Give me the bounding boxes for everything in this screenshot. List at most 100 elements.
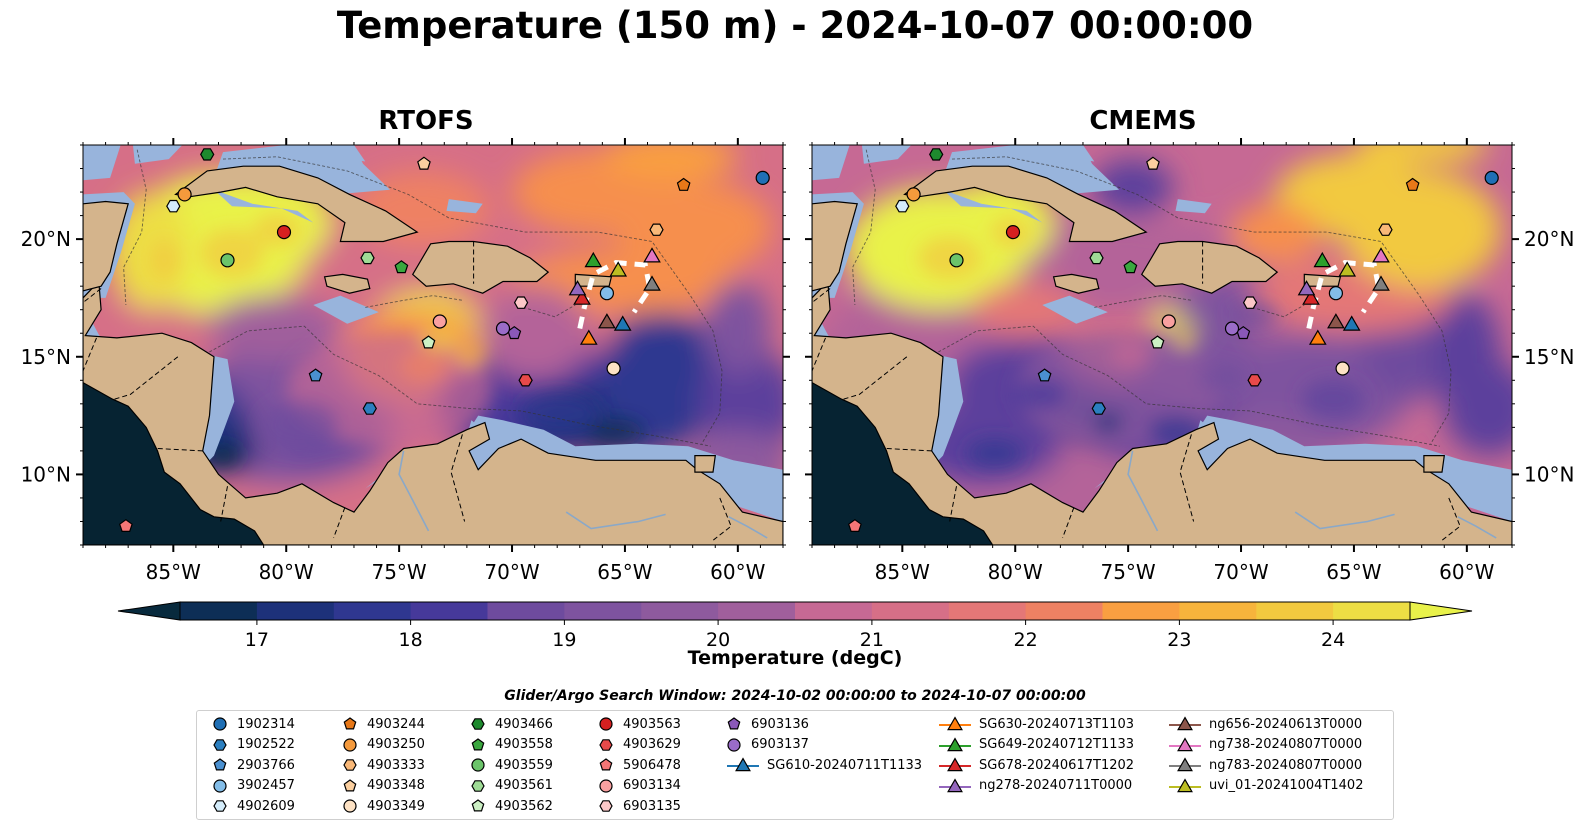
legend-item-ng656-20240613T0000: ng656-20240613T0000 [1167,715,1362,733]
land-pacific [812,381,994,545]
float-legend-marker [727,737,741,752]
colorbar-frame [179,601,1411,621]
land-hispaniola [1140,240,1279,294]
legend-label: 3902457 [237,778,295,793]
glider-uvi_01-20241004T1402 [609,261,628,277]
legend-item-4903629: 4903629 [595,736,681,754]
argo-float-6903135 [513,296,529,309]
colorbar-segment [1256,602,1334,620]
legend-label: SG649-20240712T1133 [979,737,1135,752]
glider-legend-triangle [735,757,751,772]
float-legend-marker [343,717,357,730]
glider-legend-marker [1169,757,1201,772]
country-border [450,434,466,522]
country-border [114,356,179,400]
country-border [1179,434,1195,522]
land-cuba [174,165,419,243]
glider-SG610-20240711T1133 [613,315,632,331]
continental-shelf [279,145,366,162]
legend-label: 4903559 [495,757,553,773]
float-legend-symbol [213,717,227,731]
argo-float-6903134 [432,314,447,329]
river [398,450,430,532]
argo-float-4903563 [276,225,292,240]
country-border [812,337,826,372]
float-legend-marker [471,779,485,792]
lat-tick-label: 15°N [21,345,71,369]
legend-label: 4903244 [367,716,425,732]
legend-label: ng656-20240613T0000 [1209,716,1363,732]
argo-float-4903466 [200,148,215,161]
legend-label: 4903558 [495,737,553,752]
legend-item-4903558: 4903558 [467,736,553,754]
argo-float-4903629 [1247,374,1262,387]
continental-shelf [943,189,1043,223]
glider-legend-triangle [1177,716,1193,731]
argo-float-4903348 [1146,156,1160,170]
argo-float-4903561 [1089,251,1104,265]
river [1294,511,1395,530]
argo-float-4903466 [929,148,944,161]
legend-label: 4903466 [495,716,553,732]
glider-ng783-20240807T0000 [1372,275,1390,291]
float-legend-marker [599,738,613,751]
colorbar-segment [718,602,796,620]
lat-tick-label: 15°N [1524,345,1574,369]
argo-float-4903559 [949,253,964,268]
legend-item-4903559: 4903559 [467,756,553,774]
glider-legend-marker [939,757,971,772]
colorbar-tick-label: 22 [1014,629,1038,651]
map-frame [811,144,1513,546]
colorbar-segment [487,602,565,620]
argo-float-4903562 [421,335,436,349]
land-yucatan [83,200,129,292]
argo-float-4903244 [1405,177,1420,191]
legend-label: 4903562 [495,798,553,814]
float-legend-marker [343,759,357,771]
colorbar-tick-label: 17 [245,629,269,651]
argo-float-4903349 [606,361,621,376]
river [728,516,768,539]
lon-tick-label: 75°W [1100,560,1155,584]
glider-legend-marker [727,757,759,772]
country-border [220,486,228,522]
argo-float-4903333 [1378,223,1393,236]
colorbar-segment [641,602,719,620]
river [1457,516,1497,539]
argo-float-1902522 [1091,402,1106,415]
glider-legend-triangle [1177,777,1193,792]
legend-item-4903349: 4903349 [339,797,425,815]
depth-contour [1252,304,1305,318]
glider-SG678-20240617T1202 [573,289,591,305]
lon-tick-label: 80°W [988,560,1043,584]
legend-item-ng738-20240807T0000: ng738-20240807T0000 [1167,736,1362,754]
legend-label: 4902609 [237,798,295,814]
legend-item-6903136: 6903136 [723,715,809,733]
colorbar-segment [333,602,412,620]
lon-tick-label: 65°W [597,560,652,584]
float-legend-marker [471,718,485,730]
colorbar-segment [564,602,642,620]
map-frame [82,144,784,546]
colorbar-segment [1102,602,1180,620]
glider-legend-marker [1169,716,1201,731]
lon-tick-label: 70°W [484,560,539,584]
map-panel-cmems: 85°W 80°W 75°W 70°W 65°W 60°W 20°N 15°N 10°N [805,138,1574,584]
glider-legend-marker [1169,777,1201,792]
float-legend-marker [471,737,485,750]
glider-legend-triangle [1177,757,1193,772]
glider-legend-triangle [947,757,963,772]
lon-tick-label: 60°W [1439,560,1494,584]
float-legend-marker [213,738,227,751]
glider-SG610-20240711T1133 [1342,315,1361,331]
glider-legend-triangle [947,736,963,751]
float-legend-marker [599,758,613,771]
country-border [333,507,346,539]
float-legend-symbol [343,778,357,791]
float-legend-marker [599,800,613,812]
continental-shelf [1042,295,1108,324]
legend-item-3902457: 3902457 [209,777,295,795]
legend-label: SG630-20240713T1103 [979,716,1135,732]
legend-item-4903333: 4903333 [339,756,425,774]
